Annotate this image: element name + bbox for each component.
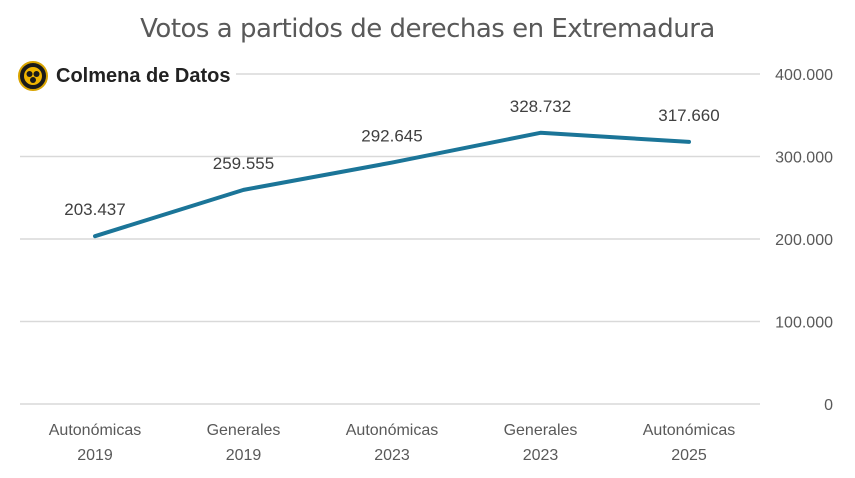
y-tick-label: 0: [824, 397, 833, 414]
data-label: 328.732: [510, 97, 571, 116]
data-label: 317.660: [658, 106, 719, 125]
x-tick-label: 2025: [671, 447, 707, 464]
data-label: 259.555: [213, 154, 274, 173]
colmena-logo-icon: [18, 61, 48, 91]
brand: Colmena de Datos: [18, 61, 237, 91]
x-tick-label: Generales: [504, 422, 578, 439]
x-tick-label: 2023: [523, 447, 559, 464]
x-tick-label: 2019: [77, 447, 113, 464]
x-tick-label: 2023: [374, 447, 410, 464]
y-tick-label: 400.000: [775, 67, 833, 84]
data-label: 292.645: [361, 127, 422, 146]
y-tick-label: 300.000: [775, 150, 833, 167]
y-tick-label: 100.000: [775, 315, 833, 332]
data-label: 203.437: [64, 200, 125, 219]
x-tick-label: 2019: [226, 447, 262, 464]
chart-title: Votos a partidos de derechas en Extremad…: [140, 14, 715, 44]
x-tick-label: Autonómicas: [643, 422, 736, 439]
brand-name: Colmena de Datos: [56, 64, 231, 87]
y-tick-label: 200.000: [775, 232, 833, 249]
series-line: [93, 130, 691, 239]
x-tick-label: Autonómicas: [49, 422, 142, 439]
x-tick-label: Autonómicas: [346, 422, 439, 439]
x-tick-label: Generales: [207, 422, 281, 439]
